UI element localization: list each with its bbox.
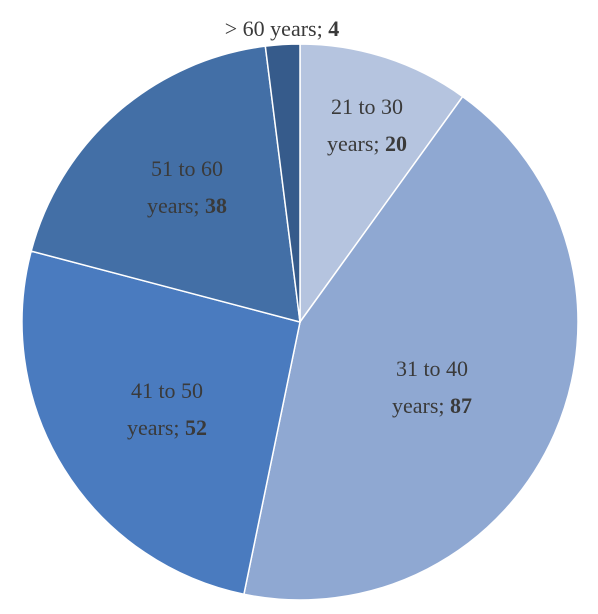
pie-slice xyxy=(21,250,301,596)
value-label: 52 xyxy=(185,415,208,440)
slice-label: 31 to 40 years; 87 xyxy=(367,350,497,424)
category-label: > 60 years xyxy=(224,16,317,41)
label-separator: ; xyxy=(316,16,323,41)
category-label: 41 to 50 years xyxy=(126,378,204,440)
label-separator: ; xyxy=(193,193,200,218)
slice-label: 41 to 50 years; 52 xyxy=(102,372,232,446)
value-label: 20 xyxy=(385,131,408,156)
category-label: 21 to 30 years xyxy=(326,94,404,156)
pie-slice xyxy=(299,43,464,325)
value-label: 38 xyxy=(205,193,228,218)
pie-slice xyxy=(264,43,301,323)
slice-label: > 60 years; 4 xyxy=(132,10,432,47)
pie-slice xyxy=(30,45,301,324)
category-label: 31 to 40 years xyxy=(391,356,469,418)
value-label: 87 xyxy=(450,393,473,418)
slice-label: 21 to 30 years; 20 xyxy=(302,88,432,162)
pie-slice xyxy=(243,95,579,601)
label-separator: ; xyxy=(373,131,380,156)
category-label: 51 to 60 years xyxy=(146,156,224,218)
value-label: 4 xyxy=(328,16,340,41)
label-separator: ; xyxy=(438,393,445,418)
label-separator: ; xyxy=(173,415,180,440)
slice-label: 51 to 60 years; 38 xyxy=(122,150,252,224)
